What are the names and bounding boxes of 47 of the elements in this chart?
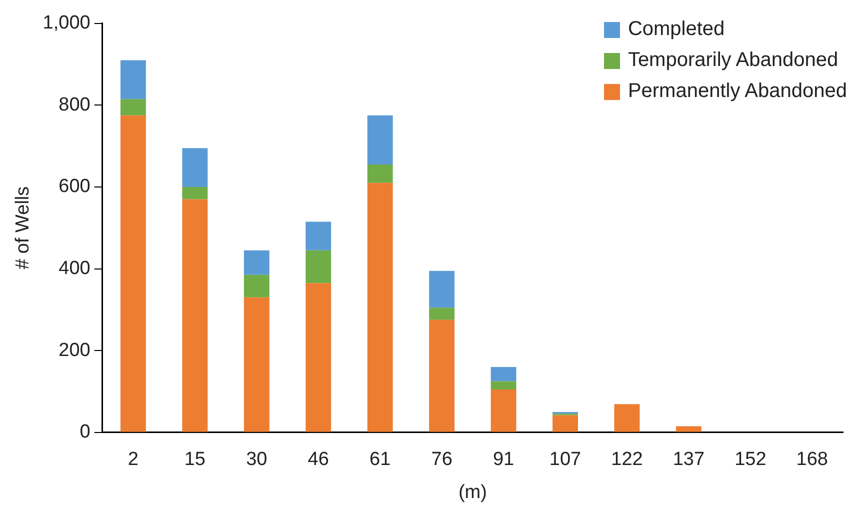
legend-label: Completed [628,18,725,41]
x-tick-label: 46 [308,449,329,470]
bar [120,99,146,116]
x-tick-label: 137 [672,449,705,470]
x-tick-label: 15 [184,449,206,470]
bar [244,274,270,298]
bar [429,308,455,320]
bar [244,297,270,432]
bar [429,320,455,432]
x-tick-label: 61 [370,449,391,470]
bar [182,148,208,187]
bar [429,270,455,308]
y-tick-label: 400 [58,258,90,280]
y-tick-label: 0 [80,422,90,443]
bar [182,187,208,200]
x-axis-title: (m) [458,482,487,503]
bar [490,389,516,432]
x-tick-label: 2 [128,449,138,470]
y-tick-label: 200 [58,340,90,361]
bar [120,60,146,100]
y-tick-label: 1,000 [42,12,90,34]
y-axis-title: # of Wells [12,186,34,270]
bar [244,250,270,275]
x-tick-label: 122 [611,449,643,470]
bar [306,250,332,284]
legend-label: Permanently Abandoned [628,80,847,103]
bar [306,222,332,250]
x-tick-label: 107 [549,449,582,470]
bar [367,182,393,432]
bar [367,164,393,183]
y-tick-label: 800 [58,94,90,116]
bar [490,366,516,382]
legend-label: Temporarily Abandoned [628,49,838,72]
bar [120,115,146,432]
x-tick-label: 152 [734,449,766,470]
x-tick-label: 30 [246,449,268,470]
bar [367,115,393,165]
x-tick-label: 76 [431,449,452,470]
bar [552,415,578,432]
bar [676,426,702,432]
y-tick-label: 600 [58,176,90,198]
bar [182,199,208,432]
x-tick-label: 91 [492,449,514,470]
bar [306,283,332,432]
bar [614,404,640,432]
x-tick-label: 168 [796,449,828,470]
bar [490,381,516,390]
